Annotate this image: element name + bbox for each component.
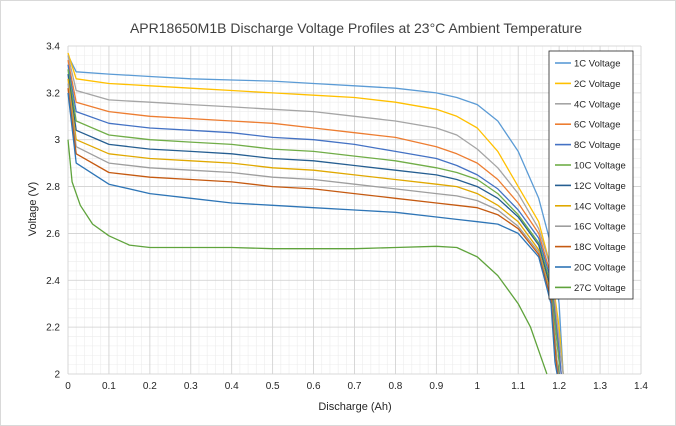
- chart-title: APR18650M1B Discharge Voltage Profiles a…: [130, 20, 582, 36]
- series-line: [67, 139, 548, 375]
- x-tick-label: 0: [65, 381, 71, 392]
- series-line: [67, 64, 562, 375]
- legend-label: 4C Voltage: [574, 99, 620, 110]
- series-line: [67, 88, 559, 375]
- series-line: [67, 52, 564, 375]
- y-tick-label: 2: [54, 370, 60, 381]
- series-line: [67, 83, 559, 375]
- x-tick-label: 1.1: [511, 381, 525, 392]
- x-tick-label: 0.7: [348, 381, 362, 392]
- x-tick-label: 0.4: [225, 381, 239, 392]
- x-tick-label: 0.3: [184, 381, 198, 392]
- series-line: [67, 55, 564, 375]
- legend-label: 6C Voltage: [574, 120, 620, 131]
- legend-label: 10C Voltage: [574, 161, 626, 172]
- x-tick-label: 0.9: [429, 381, 443, 392]
- series-line: [67, 69, 560, 374]
- y-tick-label: 2.8: [46, 182, 60, 193]
- x-tick-label: 0.2: [143, 381, 157, 392]
- legend-label: 14C Voltage: [574, 201, 626, 212]
- legend-label: 8C Voltage: [574, 140, 620, 151]
- y-tick-label: 2.4: [46, 276, 60, 287]
- y-axis-title: Voltage (V): [27, 182, 39, 236]
- legend-label: 18C Voltage: [574, 242, 626, 253]
- series-line: [67, 78, 559, 375]
- y-tick-label: 3.2: [46, 88, 60, 99]
- series-line: [67, 59, 562, 375]
- y-tick-labels: 2 2.2 2.4 2.6 2.8 3 3.2 3.4: [46, 42, 60, 381]
- x-tick-label: 0.6: [307, 381, 321, 392]
- legend-label: 1C Voltage: [574, 59, 620, 70]
- y-tick-label: 3.4: [46, 42, 60, 53]
- legend-label: 12C Voltage: [574, 181, 626, 192]
- x-tick-label: 0.5: [266, 381, 280, 392]
- series-layer: [67, 52, 564, 375]
- legend-label: 16C Voltage: [574, 222, 626, 233]
- series-line: [67, 74, 560, 375]
- x-tick-labels: 0 0.1 0.2 0.3 0.4 0.5 0.6 0.7 0.8 0.9 1 1.1 1.2 1.3 1.…: [65, 381, 648, 392]
- x-tick-label: 1: [475, 381, 481, 392]
- y-tick-label: 2.6: [46, 229, 60, 240]
- x-tick-label: 1.2: [552, 381, 566, 392]
- legend: 1C Voltage 2C Voltage 4C Voltage 6C Voltage…: [548, 50, 634, 300]
- x-tick-label: 0.1: [102, 381, 116, 392]
- x-axis-title: Discharge (Ah): [318, 401, 391, 413]
- legend-box: [548, 50, 634, 300]
- y-tick-label: 2.2: [46, 323, 60, 334]
- x-tick-label: 0.8: [388, 381, 402, 392]
- series-line: [67, 55, 564, 375]
- series-line: [67, 92, 558, 375]
- legend-label: 20C Voltage: [574, 263, 626, 274]
- legend-label: 27C Voltage: [574, 283, 626, 294]
- x-tick-label: 1.4: [634, 381, 648, 392]
- legend-label: 2C Voltage: [574, 79, 620, 90]
- x-tick-label: 1.3: [593, 381, 607, 392]
- y-tick-label: 3: [54, 135, 60, 146]
